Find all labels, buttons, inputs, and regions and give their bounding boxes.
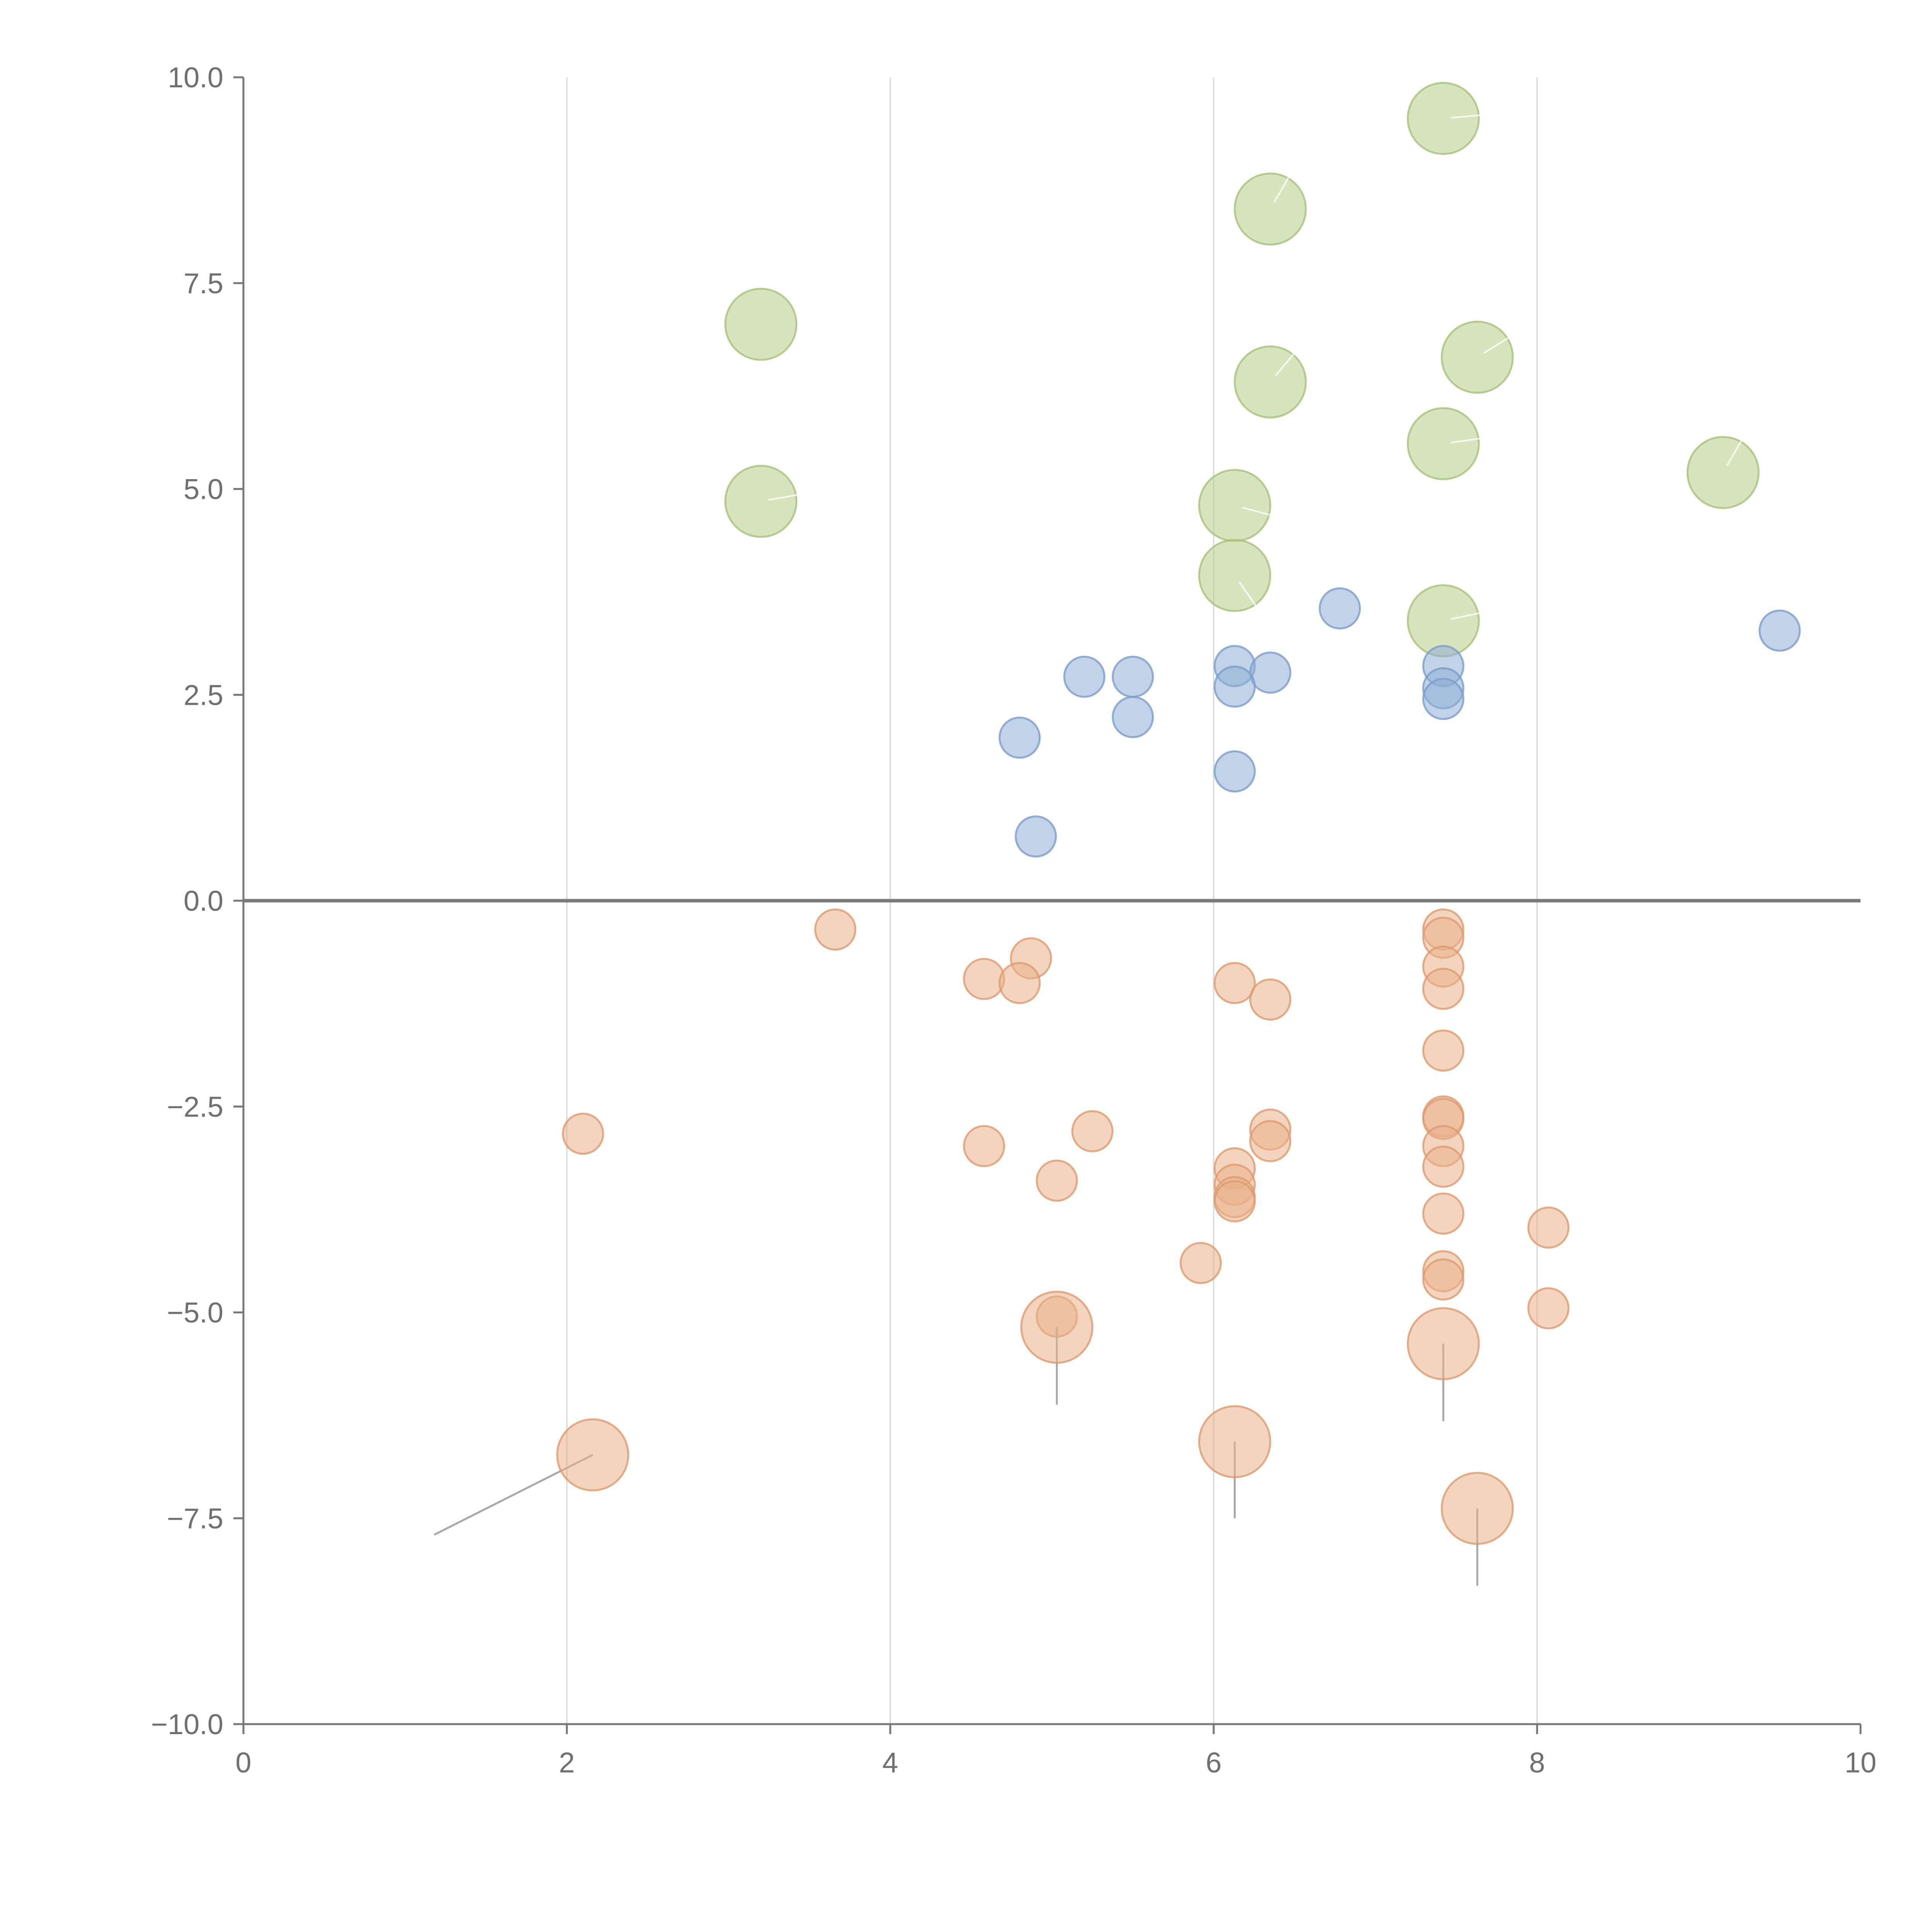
x-tick-label: 6 xyxy=(1206,1747,1221,1779)
data-point xyxy=(1036,1160,1078,1202)
data-point xyxy=(1527,1206,1570,1249)
direction-mark xyxy=(1726,439,1743,466)
data-point xyxy=(1213,962,1256,1004)
data-point xyxy=(998,962,1041,1004)
y-tick-label: −10.0 xyxy=(151,1708,223,1740)
data-point xyxy=(1422,1029,1464,1072)
x-tick-label: 10 xyxy=(1845,1747,1876,1779)
data-point xyxy=(814,908,857,951)
data-point xyxy=(1422,968,1464,1010)
y-tick-label: −7.5 xyxy=(167,1502,223,1534)
data-point xyxy=(1527,1287,1570,1330)
data-point xyxy=(1198,1405,1271,1478)
data-point xyxy=(1063,655,1105,698)
y-tick-label: 7.5 xyxy=(184,267,223,299)
data-point xyxy=(556,1418,629,1492)
data-point xyxy=(1112,655,1154,698)
direction-mark xyxy=(1451,437,1482,444)
data-point xyxy=(963,957,1005,1000)
data-point xyxy=(1213,665,1256,708)
series-blue xyxy=(998,587,1801,858)
data-point xyxy=(1318,587,1361,629)
data-point xyxy=(1440,321,1514,394)
y-tick-label: 2.5 xyxy=(184,679,223,711)
data-points xyxy=(434,82,1801,1586)
direction-mark xyxy=(1273,175,1291,203)
y-tick-label: −5.0 xyxy=(167,1297,223,1329)
direction-mark xyxy=(1451,612,1481,620)
data-point xyxy=(562,1112,604,1155)
data-point xyxy=(1213,750,1256,793)
data-point xyxy=(1759,609,1801,652)
direction-mark xyxy=(768,494,799,501)
x-tick-label: 0 xyxy=(235,1747,251,1779)
x-tick-label: 2 xyxy=(559,1747,575,1779)
data-point xyxy=(998,716,1041,759)
data-point xyxy=(1249,978,1291,1021)
data-point xyxy=(1440,1472,1514,1545)
data-point xyxy=(724,464,798,538)
x-tick-label: 8 xyxy=(1529,1747,1545,1779)
y-tick-label: −2.5 xyxy=(167,1091,223,1123)
data-point xyxy=(1422,678,1464,720)
direction-mark xyxy=(1238,581,1258,608)
series-green xyxy=(724,82,1760,657)
data-point xyxy=(1180,1242,1222,1284)
data-point xyxy=(1422,1258,1464,1301)
y-tick-label: 10.0 xyxy=(168,61,223,94)
y-tick-label: 0.0 xyxy=(184,885,223,917)
data-point xyxy=(963,1125,1005,1167)
data-point xyxy=(1249,1120,1291,1162)
direction-mark xyxy=(1451,114,1482,119)
data-point xyxy=(1015,815,1057,858)
series-orange-large xyxy=(434,1291,1514,1586)
direction-mark xyxy=(1242,507,1272,516)
data-point xyxy=(1406,407,1480,480)
data-point xyxy=(1213,1180,1256,1223)
series-orange xyxy=(562,908,1570,1338)
data-point xyxy=(1233,345,1307,418)
data-point xyxy=(1406,82,1480,155)
data-point xyxy=(724,287,798,361)
data-point xyxy=(1233,172,1307,246)
data-point xyxy=(1071,1110,1114,1153)
data-point xyxy=(1422,1145,1464,1188)
data-point xyxy=(1198,469,1271,542)
data-point xyxy=(1198,539,1271,612)
direction-mark xyxy=(1483,336,1511,354)
data-point xyxy=(1249,651,1291,694)
data-point xyxy=(1422,1192,1464,1235)
data-point xyxy=(1020,1291,1094,1364)
data-point xyxy=(1406,1307,1480,1380)
data-point xyxy=(1686,436,1760,509)
direction-mark xyxy=(1274,352,1296,377)
data-point xyxy=(1112,696,1154,738)
y-tick-label: 5.0 xyxy=(184,473,223,505)
axes: 0 2 4 6 8 10 10.0 7.5 5.0 2.5 0.0 −2.5 −5.0 −7.5 −10.0 xyxy=(151,61,1876,1779)
x-tick-label: 4 xyxy=(882,1747,898,1779)
